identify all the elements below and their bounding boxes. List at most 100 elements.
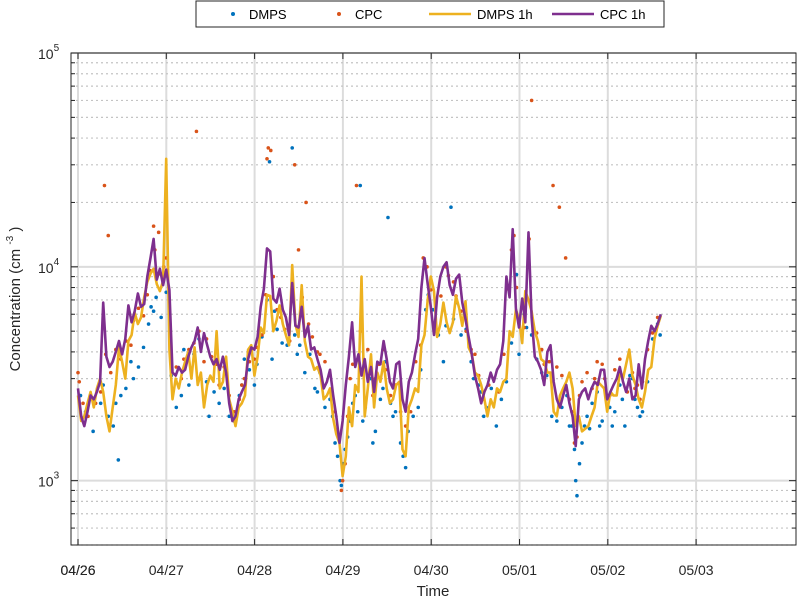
data-point — [129, 359, 133, 364]
data-point — [551, 183, 555, 188]
y-axis-label-exponent: -3 — [5, 235, 16, 244]
legend-label: CPC — [355, 7, 382, 22]
data-point — [366, 347, 370, 352]
data-point — [315, 390, 320, 394]
data-point — [348, 376, 352, 381]
data-point — [517, 352, 521, 357]
data-point — [296, 248, 301, 252]
data-point — [612, 409, 617, 414]
data-point — [323, 359, 327, 364]
data-point — [340, 478, 345, 483]
data-point — [333, 441, 337, 445]
data-point — [106, 233, 111, 238]
data-point — [612, 367, 617, 372]
data-point — [268, 148, 273, 153]
data-point — [179, 393, 184, 398]
data-point — [610, 424, 615, 428]
y-axis-label: Concentration (cm — [7, 249, 24, 372]
data-point — [618, 357, 622, 361]
data-point — [164, 290, 169, 295]
x-tick-label: 04/28 — [237, 562, 272, 578]
data-point — [597, 424, 602, 428]
data-point — [151, 309, 156, 314]
data-point — [600, 362, 604, 367]
data-point — [600, 419, 604, 423]
y-tick-label: 105 — [38, 43, 60, 62]
legend-item: DMPS — [231, 7, 287, 22]
data-point — [202, 359, 206, 364]
data-point — [295, 352, 300, 357]
data-point — [136, 365, 141, 369]
legend-label: DMPS — [249, 7, 287, 22]
data-point — [595, 359, 599, 364]
data-point — [371, 441, 375, 445]
data-point — [585, 370, 589, 375]
x-tick-label: 05/02 — [590, 562, 625, 578]
data-point — [98, 401, 103, 406]
data-point — [297, 343, 302, 347]
data-point — [628, 373, 632, 378]
data-point — [270, 357, 274, 361]
plot-frame — [70, 52, 797, 546]
data-point — [549, 414, 554, 419]
data-point — [386, 215, 390, 220]
data-point — [207, 414, 211, 419]
data-point — [292, 333, 297, 337]
legend-marker — [231, 12, 235, 16]
legend-label: DMPS 1h — [477, 7, 533, 22]
data-point — [378, 397, 383, 402]
data-point — [555, 365, 559, 369]
legend-label: CPC 1h — [600, 7, 646, 22]
data-point — [280, 341, 284, 345]
data-point — [587, 426, 592, 431]
data-point — [91, 429, 95, 434]
data-point — [102, 183, 107, 188]
y-tick-label: 103 — [38, 471, 60, 490]
data-point — [217, 401, 221, 406]
x-tick-label: 04/30 — [414, 562, 449, 578]
data-point — [318, 352, 322, 357]
data-point — [265, 157, 269, 161]
data-point — [335, 454, 340, 459]
data-point — [81, 401, 85, 406]
svg-text:Concentration (cm -3: Concentration (cm -3 ) — [0, 227, 24, 372]
data-point — [638, 414, 642, 419]
data-point — [373, 429, 378, 434]
data-point — [567, 424, 572, 428]
data-point — [154, 295, 158, 300]
data-point — [623, 424, 627, 428]
data-point — [303, 370, 307, 375]
data-point — [403, 465, 408, 470]
legend-item: CPC — [337, 7, 382, 22]
ticks: 04/26 04/27 04/28 04/29 04/30 05/01 05/02 05/03… — [38, 43, 796, 578]
data-point — [393, 409, 398, 414]
data-point — [577, 461, 582, 466]
data-point — [339, 483, 344, 488]
data-point — [585, 414, 589, 419]
data-point — [129, 343, 133, 347]
data-point — [449, 205, 453, 210]
data-point — [240, 383, 244, 387]
data-point — [391, 414, 395, 419]
data-point — [77, 379, 82, 384]
data-point — [98, 390, 103, 394]
data-point — [212, 390, 216, 394]
data-point — [247, 367, 252, 372]
x-start-label: 04/26 — [60, 562, 95, 578]
data-point — [242, 357, 247, 361]
x-tick-label: 04/27 — [149, 562, 184, 578]
data-point — [575, 493, 579, 498]
data-point — [136, 306, 141, 311]
legend-item: DMPS 1h — [429, 7, 533, 22]
x-axis-label: Time — [417, 583, 450, 600]
data-point — [563, 256, 568, 260]
data-point — [354, 183, 359, 188]
series-line — [76, 227, 663, 448]
data-point — [310, 335, 315, 339]
data-point — [350, 362, 355, 367]
data-point — [499, 397, 504, 402]
data-point — [131, 376, 136, 381]
y-axis-label-group: Concentration (cm -3 ) — [0, 227, 24, 372]
data-point — [489, 386, 494, 391]
